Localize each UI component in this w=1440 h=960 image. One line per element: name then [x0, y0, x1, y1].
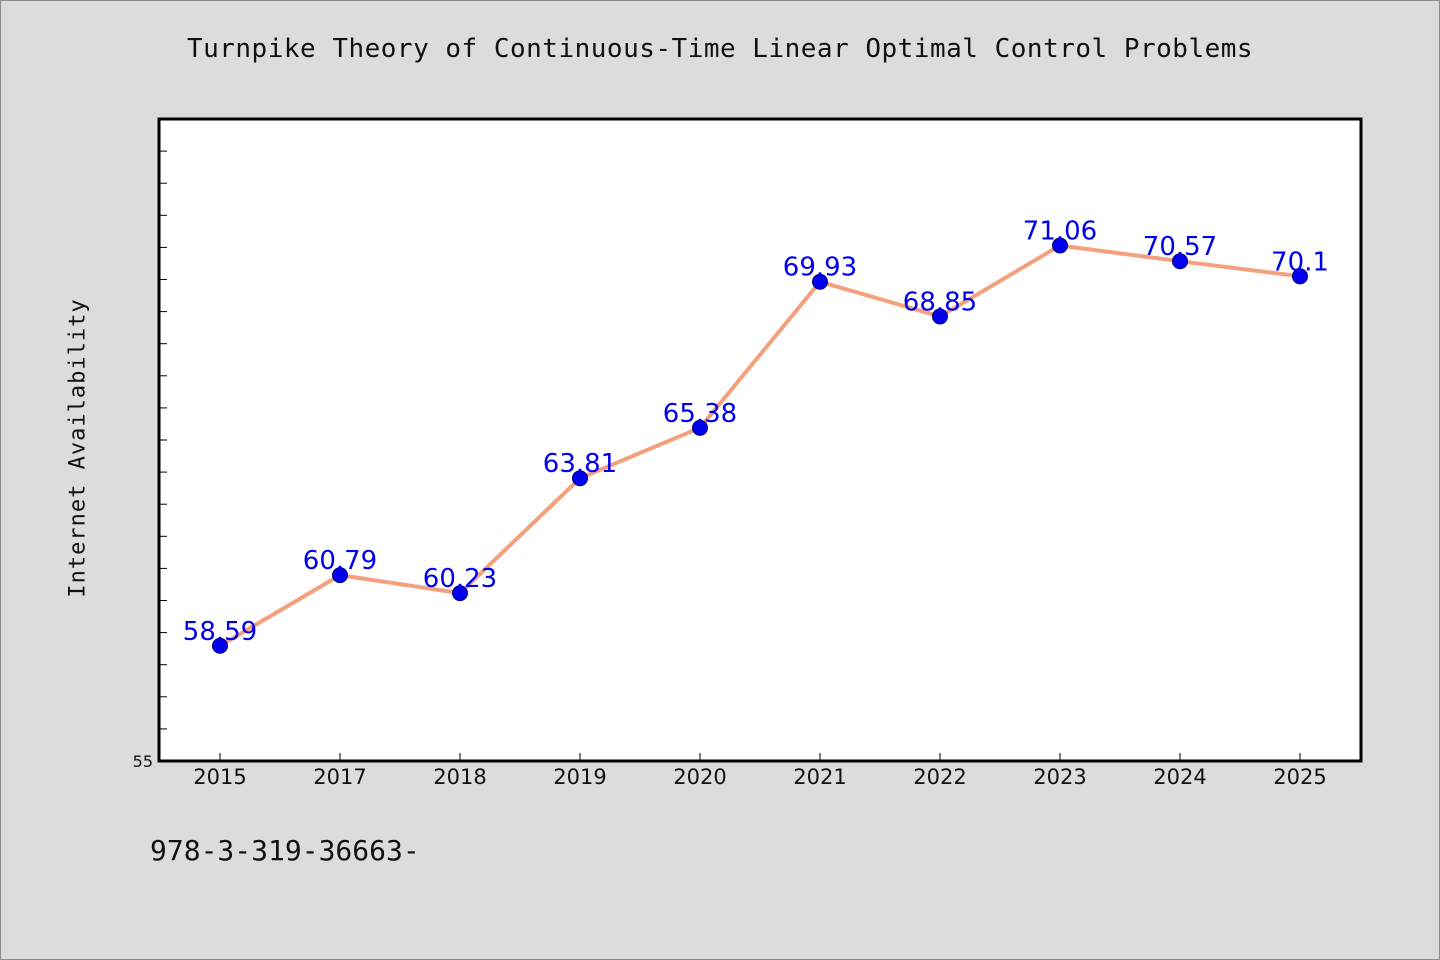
x-tick-label: 2022 [913, 765, 966, 789]
y-tick-label: 55 [133, 752, 153, 771]
data-label: 63.81 [543, 449, 617, 479]
data-label: 71.06 [1023, 216, 1097, 246]
y-axis-ticks: 55 [133, 150, 167, 771]
data-point [212, 637, 228, 654]
data-point [1052, 237, 1068, 254]
data-point [1172, 253, 1188, 270]
data-point [452, 585, 468, 602]
data-label: 69.93 [783, 253, 857, 283]
x-tick-label: 2020 [673, 765, 726, 789]
x-tick-label: 2019 [553, 765, 606, 789]
plot-area [157, 117, 1363, 763]
data-label: 68.85 [903, 287, 977, 317]
data-label: 58.59 [183, 617, 257, 647]
data-point [572, 470, 588, 487]
x-tick-label: 2025 [1273, 765, 1326, 789]
x-tick-label: 2015 [193, 765, 246, 789]
x-tick-label: 2018 [433, 765, 486, 789]
data-label: 60.79 [303, 546, 377, 576]
x-tick-label: 2021 [793, 765, 846, 789]
chart-title: Turnpike Theory of Continuous-Time Linea… [186, 34, 1254, 64]
x-tick-label: 2017 [313, 765, 366, 789]
data-label: 70.1 [1271, 247, 1329, 277]
data-label: 60.23 [423, 564, 497, 594]
x-tick-label: 2023 [1033, 765, 1086, 789]
data-label: 65.38 [663, 399, 737, 429]
data-point [1292, 268, 1308, 285]
data-point [932, 308, 948, 325]
data-point [332, 567, 348, 584]
series-line [218, 243, 1302, 648]
x-tick-label: 2024 [1153, 765, 1206, 789]
data-point [812, 273, 828, 290]
series-layer: 58.59 60.79 60.23 63.81 65.38 69.93 68.85 71.06… [183, 216, 1329, 654]
x-axis-ticks: 2015 2017 2018 2019 2020 2021 2022 2023 2024 2025 [193, 753, 1327, 789]
footer-code: 978-3-319-36663- [150, 834, 420, 867]
data-point [692, 419, 708, 436]
data-label: 70.57 [1143, 232, 1217, 262]
